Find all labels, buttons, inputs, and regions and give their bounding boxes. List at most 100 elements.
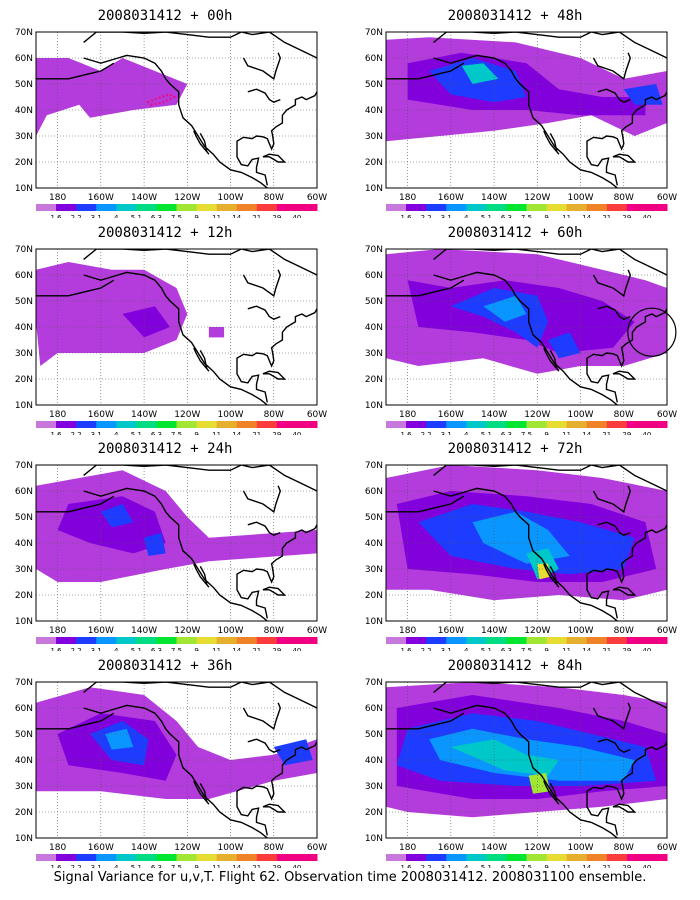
colorbar-swatch xyxy=(426,204,447,211)
coastlines xyxy=(386,682,667,838)
colorbar-swatch xyxy=(116,204,137,211)
lat-tick-label: 10N xyxy=(15,834,33,844)
lon-tick-label: 60W xyxy=(307,410,327,420)
lat-tick-label: 70N xyxy=(365,461,383,471)
panel-title: 2008031412 + 24h xyxy=(97,441,233,457)
shaded-field xyxy=(36,687,317,799)
coastline xyxy=(597,305,631,320)
colorbar-label: 9 xyxy=(544,864,548,868)
coastline xyxy=(236,579,268,619)
lat-tick-label: 50N xyxy=(15,297,33,307)
colorbar-swatch xyxy=(486,637,507,644)
colorbar-label: 1.6 xyxy=(401,431,413,435)
lon-tick-label: 100W xyxy=(217,193,243,203)
colorbar-swatch xyxy=(196,854,218,861)
colorbar-swatch xyxy=(526,637,548,644)
colorbar-swatch xyxy=(586,204,608,211)
colorbar-swatch xyxy=(406,637,427,644)
colorbar-swatch xyxy=(526,421,548,428)
plot-frame xyxy=(35,464,318,622)
colorbar-label: 9 xyxy=(194,431,198,435)
colorbar-label: 9 xyxy=(194,214,198,218)
colorbar-swatch xyxy=(526,854,548,861)
colorbar-label: 5.1 xyxy=(481,431,492,435)
colorbar-label: 1.6 xyxy=(51,647,63,651)
lon-tick-label: 160W xyxy=(438,626,464,636)
lon-tick-label: 60W xyxy=(657,626,677,636)
map-24h: 70N 60N 50N 40N 30N 20N 10N 180 160W 140W 120W 100W… xyxy=(15,461,327,651)
lat-tick-label: 50N xyxy=(365,297,383,307)
colorbar-swatch xyxy=(136,421,157,428)
colorbar-swatch xyxy=(176,854,198,861)
lon-tick-label: 100W xyxy=(567,843,593,853)
colorbar-swatch xyxy=(236,421,258,428)
coastline xyxy=(36,279,115,297)
colorbar-label: 11 xyxy=(212,864,221,868)
colorbar-swatch xyxy=(466,421,487,428)
coastline xyxy=(597,88,631,103)
panel-title: 2008031412 + 36h xyxy=(97,658,233,674)
panel-title: 2008031412 + 60h xyxy=(447,225,583,241)
coastline xyxy=(193,130,210,155)
colorbar-label: 40 xyxy=(292,864,301,868)
colorbar-label: 9 xyxy=(194,647,198,651)
colorbar-label: 40 xyxy=(642,647,651,651)
colorbar-swatch xyxy=(36,421,57,428)
colorbar-label: 7.5 xyxy=(171,864,182,868)
lon-tick-label: 120W xyxy=(174,193,200,203)
coastline xyxy=(247,305,281,320)
coastline xyxy=(236,741,317,801)
lat-tick-label: 30N xyxy=(15,349,33,359)
lon-tick-label: 100W xyxy=(567,626,593,636)
lon-tick-label: 160W xyxy=(88,626,114,636)
map-48h: 70N 60N 50N 40N 30N 20N 10N 180 160W 140W 120W 100W… xyxy=(365,28,677,218)
colorbar-label: 21 xyxy=(602,864,611,868)
lon-tick-label: 120W xyxy=(174,626,200,636)
coastline xyxy=(586,146,618,186)
shaded-field xyxy=(386,682,667,818)
lat-tick-label: 40N xyxy=(365,106,383,116)
colorbar-swatch xyxy=(406,854,427,861)
lon-tick-label: 140W xyxy=(481,626,507,636)
colorbar-swatch xyxy=(76,204,97,211)
coastline xyxy=(433,54,618,188)
lat-tick-label: 70N xyxy=(15,461,33,471)
lat-tick-label: 50N xyxy=(365,513,383,523)
lat-tick-label: 60N xyxy=(15,487,33,497)
variance-contour xyxy=(461,63,499,84)
colorbar-label: 14 xyxy=(232,431,241,435)
colorbar-label: 29 xyxy=(622,647,631,651)
lat-tick-label: 10N xyxy=(365,184,383,194)
coastline xyxy=(597,521,631,536)
variance-contour xyxy=(483,295,527,322)
colorbar-swatch xyxy=(56,204,77,211)
coastline xyxy=(586,363,618,403)
colorbar-swatch xyxy=(76,421,97,428)
lon-tick-label: 100W xyxy=(217,626,243,636)
map-12h: 70N 60N 50N 40N 30N 20N 10N 180 160W 140W 120W 100W… xyxy=(15,245,327,435)
colorbar-label: 2.2 xyxy=(421,864,432,868)
lon-tick-label: 160W xyxy=(438,843,464,853)
colorbar-label: 9 xyxy=(544,647,548,651)
variance-contour xyxy=(537,563,551,580)
lon-tick-label: 100W xyxy=(567,193,593,203)
colorbar-label: 11 xyxy=(212,214,221,218)
colorbar-swatch xyxy=(116,421,137,428)
colorbar-label: 40 xyxy=(642,864,651,868)
lon-tick-label: 80W xyxy=(264,193,284,203)
colorbar-label: 7.5 xyxy=(521,214,532,218)
lat-tick-label: 60N xyxy=(365,704,383,714)
colorbar-label: 40 xyxy=(292,214,301,218)
coastline xyxy=(236,363,268,403)
colorbar-swatch xyxy=(406,421,427,428)
lon-tick-label: 120W xyxy=(524,193,550,203)
map-36h: 70N 60N 50N 40N 30N 20N 10N 180 160W 140W 120W 100W… xyxy=(15,678,327,868)
colorbar-swatch xyxy=(236,854,258,861)
colorbar-swatch xyxy=(566,421,588,428)
variance-contour xyxy=(528,773,551,794)
colorbar-label: 2.2 xyxy=(421,647,432,651)
colorbar-swatch xyxy=(156,854,177,861)
lon-tick-label: 180 xyxy=(49,193,66,203)
coastline xyxy=(597,738,631,753)
colorbar-label: 40 xyxy=(642,214,651,218)
